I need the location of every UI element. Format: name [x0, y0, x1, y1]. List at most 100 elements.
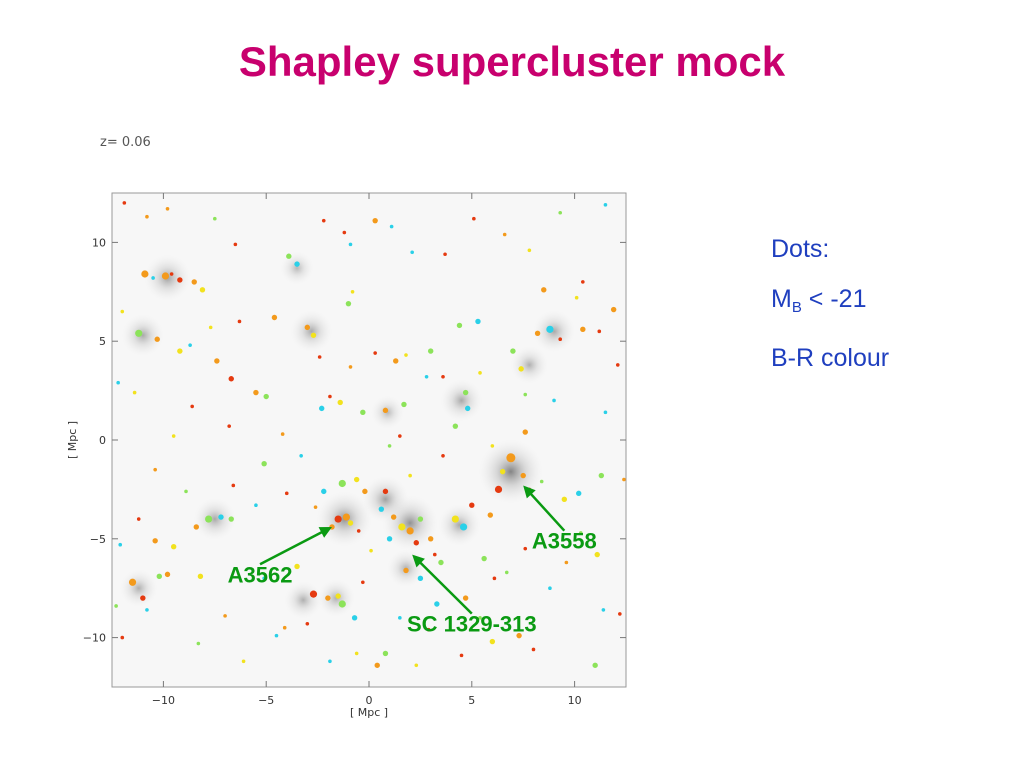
density-blob [510, 346, 549, 384]
galaxy-point [472, 216, 476, 221]
density-blob [370, 395, 405, 429]
galaxy-point [348, 365, 353, 369]
galaxy-point [413, 540, 419, 546]
galaxy-point [145, 214, 149, 219]
x-tick-label: −5 [258, 694, 274, 707]
galaxy-point [218, 514, 224, 520]
galaxy-point [594, 551, 600, 558]
galaxy-point [451, 515, 459, 523]
galaxy-point [164, 571, 171, 578]
galaxy-point [122, 201, 127, 205]
galaxy-point [335, 593, 341, 599]
legend-colour-label: B-R colour [771, 344, 890, 372]
galaxy-point [576, 490, 582, 497]
annotation-label: A3558 [532, 529, 597, 554]
galaxy-point [356, 529, 361, 533]
density-blob [193, 498, 236, 541]
galaxy-point [434, 601, 440, 607]
galaxy-point [393, 358, 399, 364]
galaxy-point [406, 527, 414, 535]
galaxy-point [523, 392, 528, 397]
galaxy-point [152, 538, 158, 544]
galaxy-point [548, 586, 552, 590]
galaxy-point [558, 337, 563, 342]
axes: −10 −5 0 5 10 −10 −5 0 5 10 [83, 193, 626, 707]
galaxy-point [452, 423, 459, 429]
galaxy-point [564, 560, 569, 565]
galaxy-point [462, 389, 469, 396]
galaxy-point [177, 277, 183, 283]
galaxy-point [404, 353, 408, 357]
galaxy-point [321, 488, 327, 495]
galaxy-point [319, 405, 325, 412]
galaxy-point [263, 393, 269, 400]
galaxy-point [338, 479, 346, 488]
galaxy-point [534, 330, 541, 336]
galaxy-point [205, 515, 213, 523]
galaxy-point [427, 348, 434, 354]
galaxy-point [432, 552, 437, 557]
galaxy-point [592, 662, 598, 668]
galaxy-point [390, 514, 397, 520]
density-layer [119, 251, 576, 619]
galaxy-point [382, 407, 389, 414]
annotation-arrowhead [318, 526, 332, 538]
galaxy-point [490, 444, 495, 448]
x-axis-label: [ Mpc ] [350, 706, 388, 719]
galaxy-point [128, 578, 137, 586]
galaxy-point [313, 505, 318, 509]
galaxy-point [499, 468, 506, 475]
galaxy-point [504, 570, 509, 575]
galaxy-point [120, 309, 125, 314]
galaxy-point [208, 325, 213, 330]
legend-magnitude-symbol: M [771, 285, 792, 313]
galaxy-point [190, 404, 194, 409]
galaxy-point [223, 614, 227, 618]
annotation-arrowhead [523, 485, 536, 499]
galaxy-point [228, 516, 234, 522]
galaxy-point [541, 287, 547, 293]
density-blob [290, 310, 333, 353]
galaxy-point [580, 326, 586, 333]
galaxy-point [214, 358, 220, 364]
galaxy-point [610, 306, 617, 313]
density-blob [438, 503, 481, 546]
galaxy-point [360, 409, 366, 416]
galaxy-point [459, 653, 464, 658]
legend-magnitude-label: MB < -21 [771, 274, 889, 333]
galaxy-point [310, 332, 317, 338]
galaxy-point [518, 366, 524, 372]
galaxy-point [280, 432, 285, 436]
galaxy-point [262, 576, 266, 581]
galaxy-point [494, 485, 503, 493]
galaxy-point [597, 329, 602, 334]
galaxy-point [441, 374, 445, 379]
galaxy-point [462, 595, 469, 601]
y-tick-label: −5 [90, 533, 106, 546]
galaxy-point [254, 503, 258, 508]
galaxy-point [237, 319, 242, 324]
galaxy-point [601, 608, 606, 612]
galaxy-point [489, 638, 496, 645]
galaxy-point [282, 625, 287, 630]
galaxy-point [120, 635, 125, 640]
galaxy-point [389, 224, 394, 229]
galaxy-point [417, 516, 424, 522]
galaxy-point [294, 261, 300, 267]
galaxy-point [161, 272, 170, 280]
galaxy-point [233, 242, 238, 247]
galaxy-point [378, 506, 385, 512]
galaxy-point [398, 434, 402, 438]
galaxy-point [348, 242, 353, 247]
density-blob [362, 476, 409, 523]
y-tick-label: −10 [83, 632, 106, 645]
slide-title: Shapley supercluster mock [238, 38, 786, 85]
galaxy-point [337, 399, 343, 406]
galaxy-point [478, 371, 482, 375]
galaxy-point [502, 232, 507, 237]
galaxy-point [387, 444, 392, 448]
galaxy-point [510, 348, 516, 354]
annotations: A3558 A3562 SC 1329-313 [228, 485, 597, 637]
galaxy-point [417, 575, 424, 582]
galaxy-point [334, 515, 342, 523]
